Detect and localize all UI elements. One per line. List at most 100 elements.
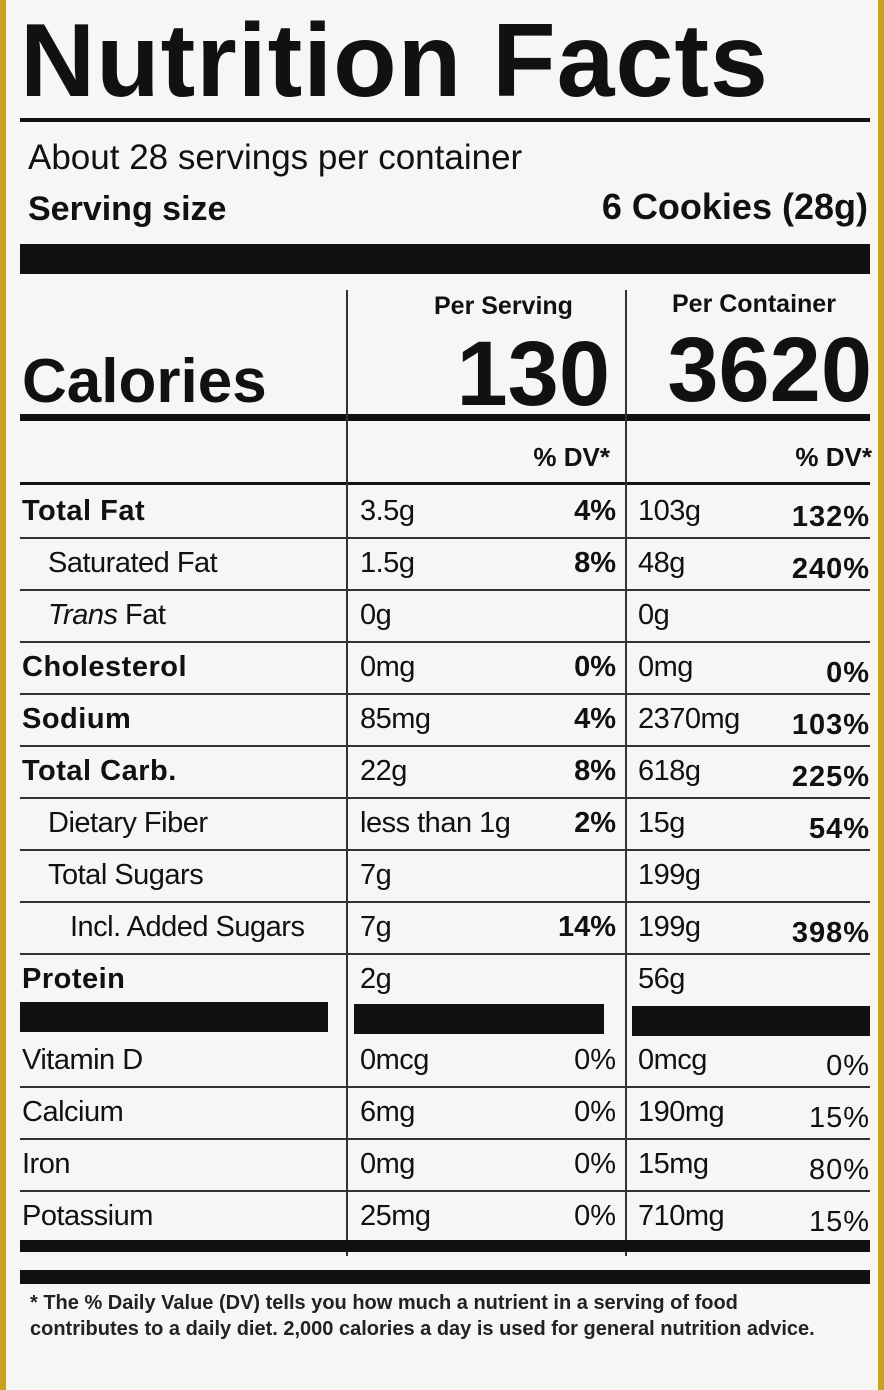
column-divider	[625, 290, 627, 1256]
per-container-header: Per Container	[672, 290, 836, 318]
dv-header: % DV*	[795, 442, 872, 472]
nutrition-label: Nutrition Facts About 28 servings per co…	[6, 0, 878, 1390]
nutrient-name-prefix: Trans	[48, 599, 118, 631]
nutrient-name-text: Potassium	[22, 1200, 153, 1232]
serving-amount: 6mg	[360, 1096, 415, 1128]
container-amount: 2370mg	[638, 703, 740, 735]
nutrient-name: Vitamin D	[22, 1034, 143, 1086]
nutrient-row: Total Sugars 7g 199g	[20, 849, 870, 903]
container-dv: 15%	[808, 1102, 870, 1134]
serving-amount: 7g	[360, 911, 392, 943]
serving-dv: 0%	[574, 1044, 616, 1076]
container-amount: 190mg	[638, 1096, 725, 1128]
nutrient-name: Total Sugars	[48, 849, 204, 901]
nutrient-row: Vitamin D 0mcg 0% 0mcg 0%	[20, 1034, 870, 1088]
nutrient-name: Total Carb.	[22, 745, 177, 797]
rule	[20, 482, 870, 485]
nutrient-name-text: Cholesterol	[22, 651, 188, 683]
nutrient-name-text: Protein	[22, 963, 126, 995]
container-amount: 710mg	[638, 1200, 725, 1232]
nutrient-row: Incl. Added Sugars 7g 14% 199g 398%	[20, 901, 870, 955]
container-dv: 15%	[808, 1206, 870, 1238]
nutrient-row: Trans Fat 0g 0g	[20, 589, 870, 643]
container-amount: 48g	[638, 547, 685, 579]
serving-dv: 2%	[574, 807, 616, 839]
nutrient-name-text: Incl. Added Sugars	[70, 911, 305, 943]
nutrient-name: Trans Fat	[48, 589, 166, 641]
per-serving-header: Per Serving	[434, 292, 573, 320]
thick-rule	[20, 1002, 328, 1032]
column-divider	[346, 290, 348, 1256]
serving-amount: less than 1g	[360, 807, 511, 839]
thick-rule	[20, 244, 870, 274]
nutrient-name-text: Total Carb.	[22, 755, 177, 787]
container-amount: 103g	[638, 495, 701, 527]
serving-dv: 4%	[574, 703, 616, 735]
nutrient-name: Dietary Fiber	[48, 797, 208, 849]
nutrient-name-text: Vitamin D	[22, 1044, 143, 1076]
container-dv: 54%	[808, 813, 870, 845]
nutrient-name-text: Saturated Fat	[48, 547, 218, 579]
nutrient-row: Calcium 6mg 0% 190mg 15%	[20, 1086, 870, 1140]
serving-dv: 8%	[574, 755, 616, 787]
container-amount: 15mg	[638, 1148, 709, 1180]
serving-dv: 0%	[574, 1200, 616, 1232]
serving-amount: 0mg	[360, 1148, 415, 1180]
serving-size-value: 6 Cookies (28g)	[601, 186, 868, 227]
servings: About 28 servings per container	[28, 138, 523, 177]
container-amount: 56g	[638, 963, 685, 995]
serving-amount: 3.5g	[360, 495, 415, 527]
container-dv: 225%	[791, 761, 870, 793]
nutrient-row: Sodium 85mg 4% 2370mg 103%	[20, 693, 870, 747]
nutrient-name: Incl. Added Sugars	[70, 901, 305, 953]
container-dv: 240%	[791, 553, 870, 585]
rule	[20, 414, 870, 421]
thick-rule	[20, 1240, 870, 1252]
container-amount: 618g	[638, 755, 701, 787]
serving-amount: 7g	[360, 859, 392, 891]
serving-amount: 85mg	[360, 703, 431, 735]
calories-label: Calories	[22, 347, 267, 416]
nutrient-name-text: Dietary Fiber	[48, 807, 208, 839]
nutrient-name-text: Iron	[22, 1148, 70, 1180]
container-dv: 80%	[808, 1154, 870, 1186]
serving-dv: 0%	[574, 651, 616, 683]
thick-rule	[20, 1270, 870, 1284]
serving-amount: 1.5g	[360, 547, 415, 579]
container-dv: 0%	[826, 1050, 870, 1082]
nutrient-name-text: Fat	[125, 599, 166, 631]
nutrient-name-text: Sodium	[22, 703, 132, 735]
container-amount: 199g	[638, 911, 701, 943]
nutrient-name-text: Total Sugars	[48, 859, 204, 891]
nutrient-name: Potassium	[22, 1190, 153, 1242]
nutrient-row: Dietary Fiber less than 1g 2% 15g 54%	[20, 797, 870, 851]
rule	[20, 118, 870, 122]
serving-amount: 0mg	[360, 651, 415, 683]
container-amount: 15g	[638, 807, 685, 839]
nutrient-name: Calcium	[22, 1086, 124, 1138]
title: Nutrition Facts	[20, 3, 769, 119]
serving-amount: 0g	[360, 599, 392, 631]
calories-per-container: 3620	[667, 319, 872, 421]
thick-rule	[354, 1004, 604, 1034]
container-dv: 398%	[791, 917, 870, 949]
container-dv: 132%	[791, 501, 870, 533]
nutrient-name: Protein	[22, 953, 125, 1005]
container-amount: 0g	[638, 599, 670, 631]
nutrient-name: Cholesterol	[22, 641, 187, 693]
nutrient-name: Sodium	[22, 693, 131, 745]
nutrient-row: Saturated Fat 1.5g 8% 48g 240%	[20, 537, 870, 591]
container-dv: 0%	[826, 657, 870, 689]
serving-dv: 8%	[574, 547, 616, 579]
nutrient-row: Total Carb. 22g 8% 618g 225%	[20, 745, 870, 799]
nutrient-row: Protein 2g 56g	[20, 953, 870, 1005]
nutrient-row: Total Fat 3.5g 4% 103g 132%	[20, 485, 870, 539]
serving-size-label: Serving size	[28, 190, 227, 228]
container-amount: 0mcg	[638, 1044, 707, 1076]
nutrient-name-text: Total Fat	[22, 495, 146, 527]
nutrient-name: Saturated Fat	[48, 537, 218, 589]
serving-amount: 25mg	[360, 1200, 431, 1232]
serving-dv: 0%	[574, 1148, 616, 1180]
serving-amount: 2g	[360, 963, 392, 995]
